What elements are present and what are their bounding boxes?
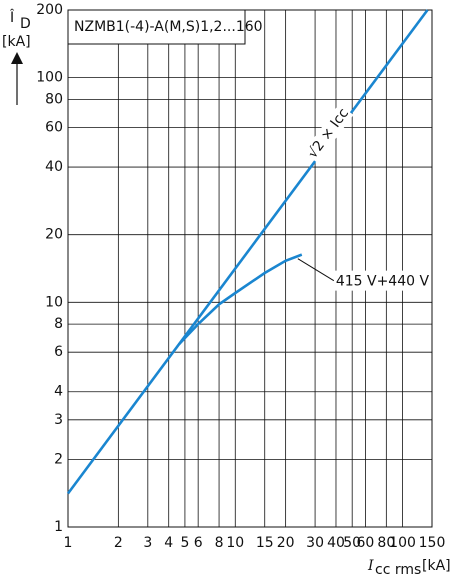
y-label-subscript: D	[20, 16, 31, 32]
series-label: 415 V+440 V	[336, 274, 430, 290]
x-tick-label: 100	[389, 535, 416, 551]
data-line	[66, 9, 429, 495]
x-tick-label: 8	[215, 535, 224, 551]
y-tick-label: 2	[54, 451, 63, 467]
y-tick-label: 100	[36, 70, 63, 86]
y-arrow-head	[11, 52, 23, 64]
y-tick-label: 40	[45, 159, 63, 175]
x-tick-label: 4	[164, 535, 173, 551]
series-label-bg	[303, 104, 354, 163]
plot-frame	[67, 9, 433, 528]
y-label-unit: [kA]	[2, 34, 31, 50]
x-tick-label: 6	[194, 535, 203, 551]
x-tick-label: 150	[419, 535, 446, 551]
y-tick-label: 4	[54, 384, 63, 400]
x-tick-label: 20	[277, 535, 295, 551]
x-label-symbol: I	[367, 558, 374, 574]
y-tick-label: 10	[45, 294, 63, 310]
x-tick-label: 40	[327, 535, 345, 551]
y-tick-label: 20	[45, 227, 63, 243]
x-tick-label: 60	[357, 535, 375, 551]
leader-line	[297, 258, 335, 282]
y-tick-label: 6	[54, 344, 63, 360]
x-tick-label: 10	[226, 535, 244, 551]
x-tick-label: 50	[343, 535, 361, 551]
x-label-unit: [kA]	[422, 558, 451, 574]
x-tick-label: 80	[377, 535, 395, 551]
y-tick-label: 1	[54, 519, 63, 535]
chart-title: NZMB1(-4)-A(M,S)1,2...160	[74, 19, 263, 35]
y-label-symbol: Î	[9, 8, 15, 26]
series-label-bg	[333, 270, 424, 291]
x-tick-label: 1	[64, 535, 73, 551]
x-tick-label: 15	[256, 535, 274, 551]
y-tick-label: 80	[45, 91, 63, 107]
series-label: √2 × Icc	[305, 105, 352, 161]
x-label-subscript: cc rms	[375, 562, 421, 578]
x-tick-label: 5	[180, 535, 189, 551]
y-tick-label: 200	[36, 2, 63, 18]
title-box	[67, 9, 246, 45]
x-tick-label: 2	[114, 535, 123, 551]
y-tick-label: 8	[54, 316, 63, 332]
x-tick-label: 3	[143, 535, 152, 551]
y-tick-label: 3	[54, 412, 63, 428]
data-line	[177, 253, 303, 346]
x-tick-label: 30	[306, 535, 324, 551]
y-tick-label: 60	[45, 119, 63, 135]
